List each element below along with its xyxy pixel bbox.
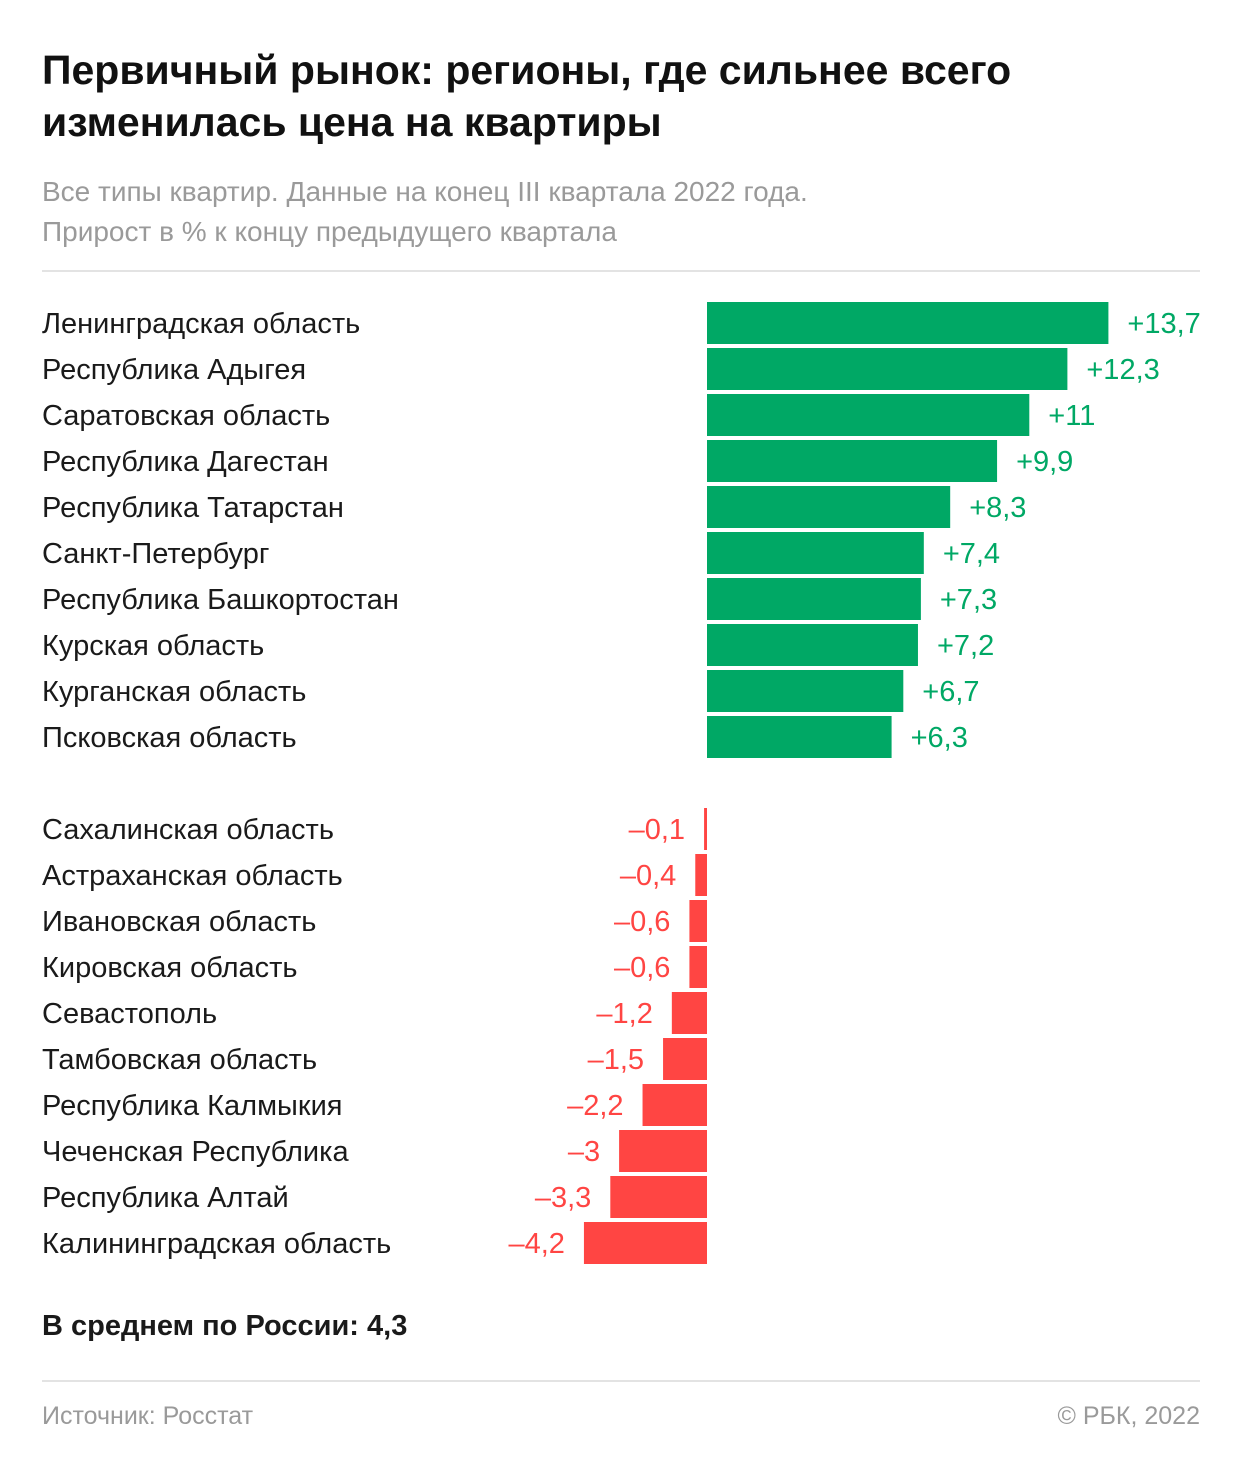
bar-positive — [707, 394, 1030, 436]
value-label: –0,6 — [614, 952, 670, 984]
value-label: +12,3 — [1086, 354, 1159, 386]
bar-negative — [689, 900, 707, 942]
bar-negative — [695, 854, 707, 896]
category-label: Республика Калмыкия — [42, 1090, 342, 1122]
bar-positive — [707, 440, 998, 482]
bar-positive — [707, 716, 892, 758]
category-label: Калининградская область — [42, 1228, 391, 1260]
value-label: +8,3 — [969, 492, 1026, 524]
bar-positive — [707, 670, 904, 712]
category-label: Астраханская область — [42, 860, 343, 892]
russia-average: В среднем по России: 4,3 — [42, 1310, 408, 1342]
category-label: Республика Алтай — [42, 1182, 289, 1214]
value-label: +11 — [1048, 400, 1095, 432]
bar-negative — [704, 808, 707, 850]
value-label: +7,4 — [943, 538, 1000, 570]
value-label: +7,2 — [937, 630, 994, 662]
bar-negative — [619, 1130, 707, 1172]
category-label: Санкт-Петербург — [42, 538, 269, 570]
category-label: Чеченская Республика — [42, 1136, 349, 1168]
bar-negative — [671, 992, 707, 1034]
category-label: Псковская область — [42, 722, 297, 754]
value-label: –4,2 — [508, 1228, 564, 1260]
footer-divider — [42, 1380, 1200, 1382]
value-label: +9,9 — [1016, 446, 1073, 478]
value-label: +7,3 — [940, 584, 997, 616]
bar-negative — [583, 1222, 707, 1264]
category-label: Саратовская область — [42, 400, 330, 432]
bar-chart: Ленинградская область +13,7 Республика Ады… — [42, 302, 1201, 1264]
category-label: Курская область — [42, 630, 264, 662]
source-note: Источник: Росстат — [42, 1402, 254, 1430]
bar-positive — [707, 486, 951, 528]
subtitle-line-1: Все типы квартир. Данные на конец III кв… — [42, 176, 808, 207]
bar-positive — [707, 624, 918, 666]
value-label: +13,7 — [1127, 308, 1200, 340]
value-label: +6,3 — [911, 722, 968, 754]
value-label: –0,6 — [614, 906, 670, 938]
value-label: –1,5 — [588, 1044, 644, 1076]
category-label: Ленинградская область — [42, 308, 360, 340]
bar-negative — [642, 1084, 707, 1126]
category-label: Тамбовская область — [42, 1044, 317, 1076]
value-label: –0,1 — [629, 814, 685, 846]
bar-positive — [707, 532, 924, 574]
subtitle-line-2: Прирост в % к концу предыдущего квартала — [42, 216, 617, 247]
bar-positive — [707, 348, 1068, 390]
copyright: © РБК, 2022 — [1057, 1402, 1200, 1430]
chart-title: Первичный рынок: регионы, где сильнее вс… — [42, 47, 1012, 145]
category-label: Ивановская область — [42, 906, 316, 938]
value-label: –2,2 — [567, 1090, 623, 1122]
chart-subtitle: Все типы квартир. Данные на конец III кв… — [42, 172, 1202, 252]
category-label: Республика Татарстан — [42, 492, 344, 524]
bar-negative — [610, 1176, 707, 1218]
category-label: Курганская область — [42, 676, 306, 708]
bar-negative — [689, 946, 707, 988]
value-label: –1,2 — [596, 998, 652, 1030]
bar-positive — [707, 578, 921, 620]
category-label: Республика Дагестан — [42, 446, 329, 478]
bar-positive — [707, 302, 1109, 344]
category-label: Кировская область — [42, 952, 298, 984]
value-label: +6,7 — [922, 676, 979, 708]
category-label: Сахалинская область — [42, 814, 334, 846]
value-label: –0,4 — [620, 860, 676, 892]
category-label: Республика Башкортостан — [42, 584, 399, 616]
header-divider — [42, 270, 1200, 272]
category-label: Севастополь — [42, 998, 217, 1030]
bar-negative — [663, 1038, 707, 1080]
category-label: Республика Адыгея — [42, 354, 306, 386]
value-label: –3,3 — [535, 1182, 591, 1214]
value-label: –3 — [568, 1136, 600, 1168]
